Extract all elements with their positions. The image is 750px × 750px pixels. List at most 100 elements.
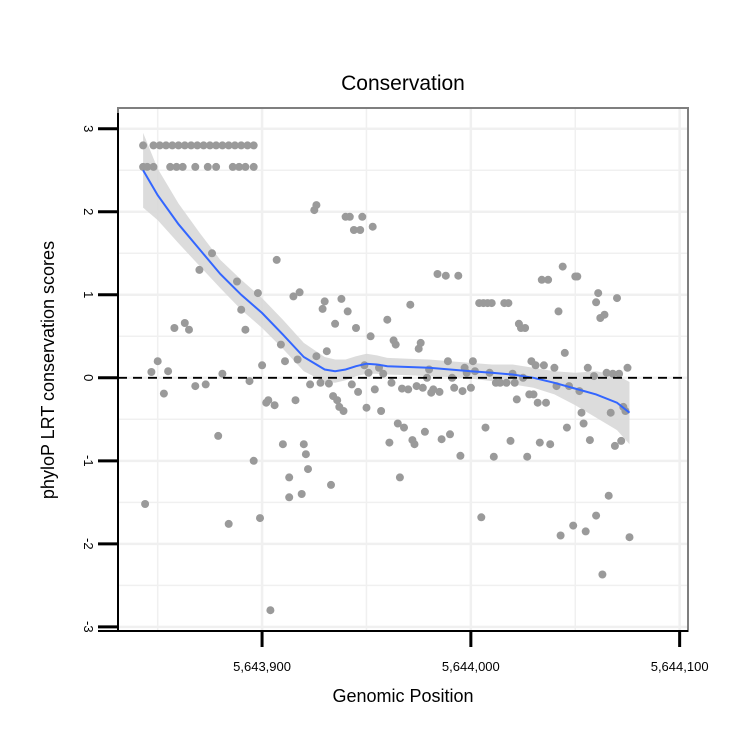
data-point xyxy=(187,141,196,150)
data-point xyxy=(230,141,239,150)
data-point xyxy=(592,511,601,520)
data-point xyxy=(174,141,183,150)
y-tick-label: -1 xyxy=(81,455,96,467)
data-point xyxy=(410,440,419,449)
data-point xyxy=(562,423,571,432)
data-point xyxy=(172,162,181,171)
data-point xyxy=(594,289,603,298)
data-point xyxy=(366,332,375,341)
data-point xyxy=(333,396,342,405)
data-point xyxy=(324,379,333,388)
data-point xyxy=(443,357,452,366)
data-point xyxy=(608,369,617,378)
data-point xyxy=(304,465,312,474)
data-point xyxy=(600,310,609,319)
data-point xyxy=(168,141,177,150)
data-point xyxy=(162,141,170,150)
data-point xyxy=(377,407,386,415)
data-point xyxy=(178,162,187,171)
data-point xyxy=(205,141,214,150)
data-point xyxy=(301,450,310,459)
data-point xyxy=(590,372,598,381)
data-point xyxy=(159,389,168,398)
y-tick-label: -3 xyxy=(81,621,96,633)
data-point xyxy=(208,249,216,258)
data-point xyxy=(141,500,150,508)
data-point xyxy=(214,431,223,440)
data-point xyxy=(322,347,331,356)
data-point xyxy=(383,315,392,324)
data-point xyxy=(212,141,221,150)
data-point xyxy=(531,361,540,370)
data-point xyxy=(345,212,354,221)
data-point xyxy=(577,408,586,417)
data-point xyxy=(512,395,521,404)
data-point xyxy=(529,390,538,399)
data-point xyxy=(592,298,601,307)
data-point xyxy=(147,368,156,376)
data-point xyxy=(504,299,513,308)
data-point xyxy=(235,162,244,171)
data-point xyxy=(556,531,565,540)
data-point xyxy=(203,162,212,171)
data-point xyxy=(398,384,406,393)
data-point xyxy=(387,378,396,387)
data-point xyxy=(393,419,402,428)
data-point xyxy=(429,385,438,394)
data-point xyxy=(487,299,496,308)
data-point xyxy=(352,324,360,332)
data-point xyxy=(579,419,588,428)
data-point xyxy=(164,367,173,376)
data-point xyxy=(241,325,250,334)
data-point xyxy=(191,162,200,171)
data-point xyxy=(281,357,289,366)
data-point xyxy=(312,201,321,210)
data-point xyxy=(537,275,546,284)
data-point xyxy=(155,141,164,150)
data-point xyxy=(180,319,189,327)
data-point xyxy=(533,398,542,407)
data-point xyxy=(327,480,335,489)
data-point xyxy=(506,436,515,445)
data-point xyxy=(554,307,563,316)
data-point xyxy=(416,338,425,347)
data-point xyxy=(193,141,202,150)
data-point xyxy=(433,270,442,278)
data-point xyxy=(243,141,252,150)
x-axis-label: Genomic Position xyxy=(332,686,474,706)
data-point xyxy=(339,407,348,415)
data-point xyxy=(224,141,233,150)
data-point xyxy=(349,226,358,234)
data-point xyxy=(312,352,321,361)
data-point xyxy=(615,369,624,378)
y-tick-label: 0 xyxy=(81,374,96,381)
y-tick-label: 3 xyxy=(81,125,96,132)
data-point xyxy=(180,141,189,150)
data-point xyxy=(379,369,388,378)
data-point xyxy=(149,162,158,171)
data-point xyxy=(299,440,308,449)
data-point xyxy=(385,438,394,447)
data-point xyxy=(454,271,463,280)
data-point xyxy=(166,162,175,171)
data-point xyxy=(558,262,567,271)
data-point xyxy=(195,265,204,274)
data-point xyxy=(546,440,555,449)
data-point xyxy=(291,396,300,405)
data-point xyxy=(218,141,227,150)
data-point xyxy=(489,452,498,461)
data-point xyxy=(583,363,592,372)
data-point xyxy=(510,378,519,387)
data-point xyxy=(496,378,505,387)
data-point xyxy=(233,277,241,286)
data-point xyxy=(337,294,346,303)
data-point xyxy=(249,162,258,171)
data-point xyxy=(256,514,264,523)
data-point xyxy=(391,340,400,349)
data-point xyxy=(560,348,569,357)
data-point xyxy=(370,385,379,394)
data-point xyxy=(354,387,363,396)
data-point xyxy=(535,438,544,447)
data-point xyxy=(458,387,467,396)
